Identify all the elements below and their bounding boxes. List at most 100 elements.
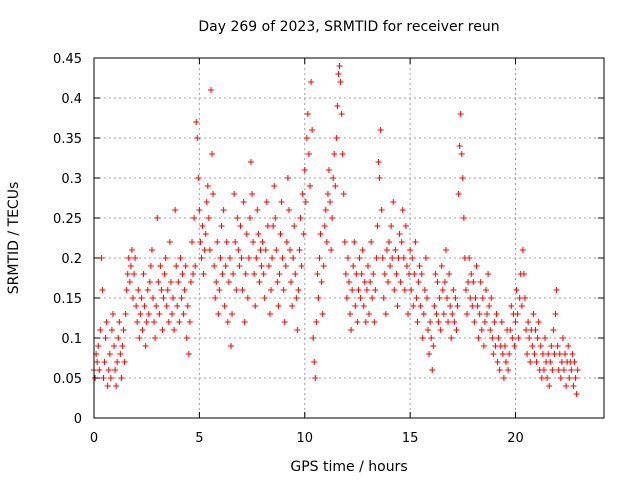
data-point	[388, 223, 395, 229]
data-point	[406, 271, 413, 277]
data-point	[546, 383, 553, 389]
data-point	[376, 175, 383, 181]
data-point	[418, 271, 425, 277]
data-point	[521, 295, 528, 301]
data-point	[439, 287, 446, 293]
data-point	[170, 295, 177, 301]
data-point	[248, 159, 255, 165]
data-point	[370, 271, 377, 277]
data-point	[99, 287, 106, 293]
data-point	[211, 263, 218, 269]
data-point	[224, 319, 231, 325]
data-point	[435, 319, 442, 325]
y-tick-label: 0.15	[53, 292, 82, 307]
data-point	[356, 255, 363, 261]
data-point	[113, 383, 120, 389]
y-tick-label: 0.35	[53, 132, 82, 147]
data-point	[95, 343, 102, 349]
data-point	[451, 319, 458, 325]
data-point	[328, 247, 335, 253]
data-point	[195, 175, 202, 181]
data-point	[348, 327, 355, 333]
data-point	[118, 375, 125, 381]
data-point	[119, 343, 126, 349]
data-point	[252, 303, 259, 309]
data-point	[500, 375, 507, 381]
data-point	[501, 343, 508, 349]
data-point	[270, 223, 277, 229]
data-point	[421, 287, 428, 293]
data-point	[437, 327, 444, 333]
data-point	[102, 335, 109, 341]
data-point	[342, 271, 349, 277]
data-point	[100, 375, 107, 381]
data-point	[313, 319, 320, 325]
data-point	[411, 271, 418, 277]
data-point	[402, 223, 409, 229]
data-point	[458, 151, 465, 157]
data-point	[377, 127, 384, 133]
data-point	[481, 319, 488, 325]
data-point	[135, 287, 142, 293]
data-point	[184, 303, 191, 309]
data-point	[569, 351, 576, 357]
data-point	[453, 327, 460, 333]
data-point	[122, 311, 129, 317]
data-point	[358, 271, 365, 277]
data-point	[303, 135, 310, 141]
data-point	[537, 343, 544, 349]
data-point	[395, 255, 402, 261]
data-point	[272, 215, 279, 221]
data-point	[393, 271, 400, 277]
data-point	[490, 351, 497, 357]
data-point	[387, 263, 394, 269]
data-point	[152, 335, 159, 341]
data-point	[260, 271, 267, 277]
data-point	[197, 239, 204, 245]
data-point	[123, 287, 130, 293]
data-point	[383, 247, 390, 253]
data-point	[258, 263, 265, 269]
data-point	[307, 183, 314, 189]
data-point	[253, 255, 260, 261]
data-point	[115, 335, 122, 341]
data-point	[498, 319, 505, 325]
data-point	[372, 287, 379, 293]
data-point	[487, 327, 494, 333]
data-point	[242, 271, 249, 277]
data-point	[126, 279, 133, 285]
data-point	[475, 335, 482, 341]
data-point	[470, 279, 477, 285]
data-point	[366, 311, 373, 317]
data-point	[554, 343, 561, 349]
data-point	[441, 279, 448, 285]
data-point	[291, 223, 298, 229]
data-point	[535, 319, 542, 325]
data-point	[164, 287, 171, 293]
data-point	[338, 111, 345, 117]
data-point	[443, 295, 450, 301]
data-point	[448, 335, 455, 341]
data-point	[459, 175, 466, 181]
data-point	[551, 351, 558, 357]
data-point	[209, 151, 216, 157]
data-point	[350, 263, 357, 269]
data-point	[192, 263, 199, 269]
data-point	[390, 199, 397, 205]
data-point	[455, 191, 462, 197]
data-point	[518, 303, 525, 309]
data-point	[185, 351, 192, 357]
data-point	[329, 215, 336, 221]
data-point	[190, 271, 197, 277]
data-point	[266, 311, 273, 317]
data-point	[262, 247, 269, 253]
axis-ticks: 0 0.05 0.1 0.15 0.2 0.25 0.3 0.35 0.4 0.45 0 5 10 15 2…	[53, 52, 604, 446]
data-point	[489, 335, 496, 341]
data-point	[426, 351, 433, 357]
data-point	[384, 279, 391, 285]
data-point	[282, 263, 289, 269]
data-point	[289, 303, 296, 309]
data-point	[180, 311, 187, 317]
data-point	[199, 223, 206, 229]
